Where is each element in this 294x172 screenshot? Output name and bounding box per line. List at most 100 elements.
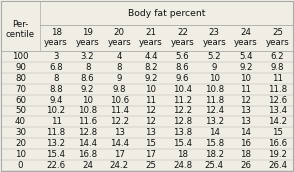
Text: 12.2: 12.2 xyxy=(110,117,129,126)
Text: 14.4: 14.4 xyxy=(110,139,129,148)
Text: 60: 60 xyxy=(15,96,26,105)
Text: 8: 8 xyxy=(85,63,90,72)
Text: years: years xyxy=(234,38,258,47)
Text: 15: 15 xyxy=(272,128,283,137)
Text: 12: 12 xyxy=(240,96,251,105)
Text: 15.4: 15.4 xyxy=(46,150,66,159)
Text: Body fat percent: Body fat percent xyxy=(128,9,206,18)
Text: 10: 10 xyxy=(209,74,220,83)
Text: 9.6: 9.6 xyxy=(176,74,189,83)
Text: 9: 9 xyxy=(117,74,122,83)
Text: 80: 80 xyxy=(15,74,26,83)
Text: 12: 12 xyxy=(146,106,156,116)
Text: 12.2: 12.2 xyxy=(173,106,192,116)
Text: 18.2: 18.2 xyxy=(205,150,224,159)
Text: 5.4: 5.4 xyxy=(239,52,253,61)
Text: 9.8: 9.8 xyxy=(113,85,126,94)
Text: 11.8: 11.8 xyxy=(205,96,224,105)
Text: 25: 25 xyxy=(272,28,283,37)
Text: 10.8: 10.8 xyxy=(205,85,224,94)
Text: years: years xyxy=(202,38,226,47)
Text: 13: 13 xyxy=(114,128,125,137)
Text: 12.8: 12.8 xyxy=(173,117,192,126)
Text: 25: 25 xyxy=(146,161,156,170)
Text: 15: 15 xyxy=(146,139,156,148)
Text: 11: 11 xyxy=(272,74,283,83)
Text: 8.6: 8.6 xyxy=(81,74,94,83)
Text: 13: 13 xyxy=(240,117,251,126)
Text: 11: 11 xyxy=(146,96,156,105)
Text: 24.2: 24.2 xyxy=(110,161,129,170)
Text: 14: 14 xyxy=(209,128,220,137)
Text: 26: 26 xyxy=(240,161,251,170)
Text: 4: 4 xyxy=(116,52,122,61)
Text: 14.4: 14.4 xyxy=(78,139,97,148)
Text: 10.6: 10.6 xyxy=(110,96,129,105)
Text: 9: 9 xyxy=(211,63,217,72)
Text: 13: 13 xyxy=(240,106,251,116)
Text: 6.2: 6.2 xyxy=(271,52,284,61)
Text: 20: 20 xyxy=(15,139,26,148)
Text: 24.8: 24.8 xyxy=(173,161,192,170)
Text: 9.2: 9.2 xyxy=(81,85,94,94)
Text: 8.8: 8.8 xyxy=(49,85,63,94)
Text: 10.2: 10.2 xyxy=(46,106,66,116)
Text: 5.6: 5.6 xyxy=(176,52,189,61)
Text: 23: 23 xyxy=(209,28,220,37)
Text: 10: 10 xyxy=(240,74,251,83)
Text: 13: 13 xyxy=(146,128,156,137)
Text: years: years xyxy=(265,38,289,47)
Text: 16: 16 xyxy=(240,139,251,148)
Text: 9.2: 9.2 xyxy=(239,63,253,72)
Text: 17: 17 xyxy=(114,150,125,159)
Text: years: years xyxy=(139,38,163,47)
Text: 15.8: 15.8 xyxy=(205,139,224,148)
Text: years: years xyxy=(107,38,131,47)
Text: 9.2: 9.2 xyxy=(144,74,158,83)
Text: 100: 100 xyxy=(12,52,29,61)
Text: 26.4: 26.4 xyxy=(268,161,287,170)
Text: 11.4: 11.4 xyxy=(110,106,129,116)
Text: 4.4: 4.4 xyxy=(144,52,158,61)
Text: 12.8: 12.8 xyxy=(78,128,97,137)
Text: 10: 10 xyxy=(82,96,93,105)
Text: 11.8: 11.8 xyxy=(268,85,287,94)
Text: 50: 50 xyxy=(15,106,26,116)
Text: 8: 8 xyxy=(53,74,59,83)
Text: 9.4: 9.4 xyxy=(49,96,63,105)
Text: 10: 10 xyxy=(15,150,26,159)
Text: 9.8: 9.8 xyxy=(271,63,284,72)
Text: 15.4: 15.4 xyxy=(173,139,192,148)
Text: 18: 18 xyxy=(177,150,188,159)
Text: 19.2: 19.2 xyxy=(268,150,287,159)
Text: 90: 90 xyxy=(15,63,26,72)
Text: years: years xyxy=(76,38,100,47)
Text: 8.2: 8.2 xyxy=(144,63,158,72)
Text: 18: 18 xyxy=(51,28,61,37)
Text: 70: 70 xyxy=(15,85,26,94)
Text: 8.6: 8.6 xyxy=(176,63,189,72)
Text: 8: 8 xyxy=(116,63,122,72)
Text: 6.8: 6.8 xyxy=(49,63,63,72)
Text: 3: 3 xyxy=(53,52,59,61)
Text: 40: 40 xyxy=(15,117,26,126)
Text: 24: 24 xyxy=(240,28,251,37)
Text: 24: 24 xyxy=(82,161,93,170)
Text: 5.2: 5.2 xyxy=(207,52,221,61)
Text: 10: 10 xyxy=(146,85,156,94)
Text: 21: 21 xyxy=(146,28,156,37)
Text: 11: 11 xyxy=(51,117,61,126)
Text: 14.2: 14.2 xyxy=(268,117,287,126)
Text: 22: 22 xyxy=(177,28,188,37)
Text: 11.2: 11.2 xyxy=(173,96,192,105)
Text: 11: 11 xyxy=(240,85,251,94)
Text: 30: 30 xyxy=(15,128,26,137)
Text: 3.2: 3.2 xyxy=(81,52,94,61)
Text: Per-
centile: Per- centile xyxy=(6,20,35,39)
Text: 20: 20 xyxy=(114,28,125,37)
Text: 12.4: 12.4 xyxy=(205,106,224,116)
Text: 19: 19 xyxy=(82,28,93,37)
Text: 12.6: 12.6 xyxy=(268,96,287,105)
Text: 12: 12 xyxy=(146,117,156,126)
Text: 13.2: 13.2 xyxy=(205,117,224,126)
